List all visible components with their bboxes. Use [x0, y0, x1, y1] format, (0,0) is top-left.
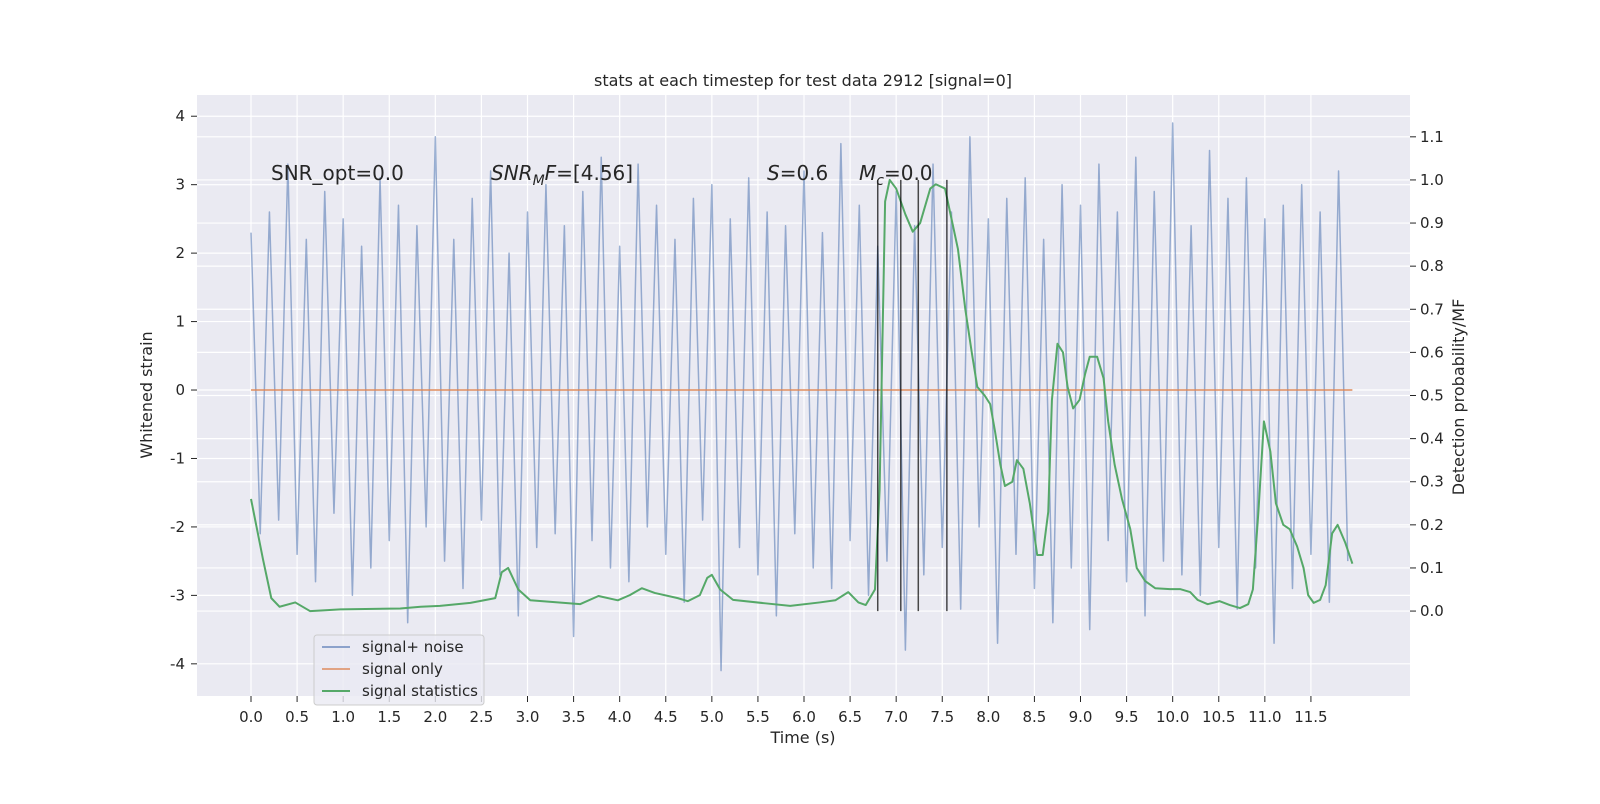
- annotation-part: M: [859, 161, 876, 185]
- series-line: [250, 122, 1349, 672]
- y2-tick-label: 1.0: [1420, 171, 1444, 189]
- x-tick-label: 2.0: [423, 708, 447, 726]
- legend-label: signal statistics: [362, 682, 478, 700]
- y-tick-label: 0: [175, 381, 185, 399]
- x-tick-label: 1.0: [331, 708, 355, 726]
- legend-label: signal only: [362, 660, 443, 678]
- annotation: SNRMF=[4.56]: [491, 161, 633, 189]
- annotation-part: M: [533, 173, 545, 189]
- x-tick-label: 10.0: [1156, 708, 1189, 726]
- y-axis-label: Whitened strain: [137, 331, 156, 458]
- y-tick-label: 4: [175, 107, 185, 125]
- x-tick-label: 9.5: [1115, 708, 1139, 726]
- annotation-part: =0.0: [884, 161, 933, 185]
- x-tick-label: 5.5: [746, 708, 770, 726]
- annotation-part: c: [876, 173, 884, 189]
- x-tick-label: 7.0: [884, 708, 908, 726]
- annotation-part: SNR: [491, 161, 533, 185]
- x-tick-label: 0.0: [239, 708, 263, 726]
- x-tick-label: 0.5: [285, 708, 309, 726]
- y-tick-label: 1: [175, 313, 185, 331]
- legend-box: [313, 634, 485, 706]
- x-tick-label: 6.5: [838, 708, 862, 726]
- x-tick-label: 1.5: [377, 708, 401, 726]
- y-tick-label: 2: [175, 244, 185, 262]
- y-tick-label: -4: [170, 655, 185, 673]
- y2-tick-label: 0.3: [1420, 473, 1444, 491]
- annotation-part: =[4.56]: [556, 161, 633, 185]
- y-tick-label: 3: [175, 176, 185, 194]
- x-tick-label: 3.0: [516, 708, 540, 726]
- y2-tick-label: 0.8: [1420, 257, 1444, 275]
- y2-tick-label: 0.6: [1420, 343, 1444, 361]
- x-tick-label: 3.5: [562, 708, 586, 726]
- y2-axis-label: Detection probability/MF: [1449, 299, 1468, 496]
- y-tick-label: -3: [170, 586, 185, 604]
- marks: [250, 122, 1354, 672]
- annotation: SNR_opt=0.0: [271, 161, 404, 185]
- x-tick-label: 7.5: [930, 708, 954, 726]
- x-tick-label: 5.0: [700, 708, 724, 726]
- y-tick-label: -1: [170, 449, 185, 467]
- y2-tick-label: 0.0: [1420, 602, 1444, 620]
- chart-title: stats at each timestep for test data 291…: [594, 71, 1012, 90]
- x-tick-label: 11.0: [1248, 708, 1281, 726]
- x-tick-label: 9.0: [1069, 708, 1093, 726]
- y-tick-label: -2: [170, 518, 185, 536]
- y2-tick-label: 0.5: [1420, 387, 1444, 405]
- annotation-part: =0.6: [780, 161, 829, 185]
- x-tick-label: 4.5: [654, 708, 678, 726]
- y2-tick-label: 0.2: [1420, 516, 1444, 534]
- y2-tick-label: 1.1: [1420, 128, 1444, 146]
- annotation-part: S: [767, 161, 780, 185]
- annotation-part: F: [545, 161, 557, 185]
- y2-tick-label: 0.9: [1420, 214, 1444, 232]
- x-tick-label: 10.5: [1202, 708, 1235, 726]
- x-tick-label: 4.0: [608, 708, 632, 726]
- x-axis-label: Time (s): [769, 728, 835, 747]
- y2-tick-label: 0.4: [1420, 430, 1444, 448]
- annotation: S=0.6: [767, 161, 828, 185]
- x-tick-label: 8.0: [976, 708, 1000, 726]
- x-tick-label: 6.0: [792, 708, 816, 726]
- series-line: [250, 178, 1354, 613]
- x-tick-label: 2.5: [469, 708, 493, 726]
- annotation: Mc=0.0: [859, 161, 933, 189]
- y2-tick-label: 0.7: [1420, 300, 1444, 318]
- annotation-part: SNR_opt=0.0: [271, 161, 404, 185]
- y2-tick-label: 0.1: [1420, 559, 1444, 577]
- x-tick-label: 11.5: [1294, 708, 1327, 726]
- legend-label: signal+ noise: [362, 638, 464, 656]
- x-tick-label: 8.5: [1022, 708, 1046, 726]
